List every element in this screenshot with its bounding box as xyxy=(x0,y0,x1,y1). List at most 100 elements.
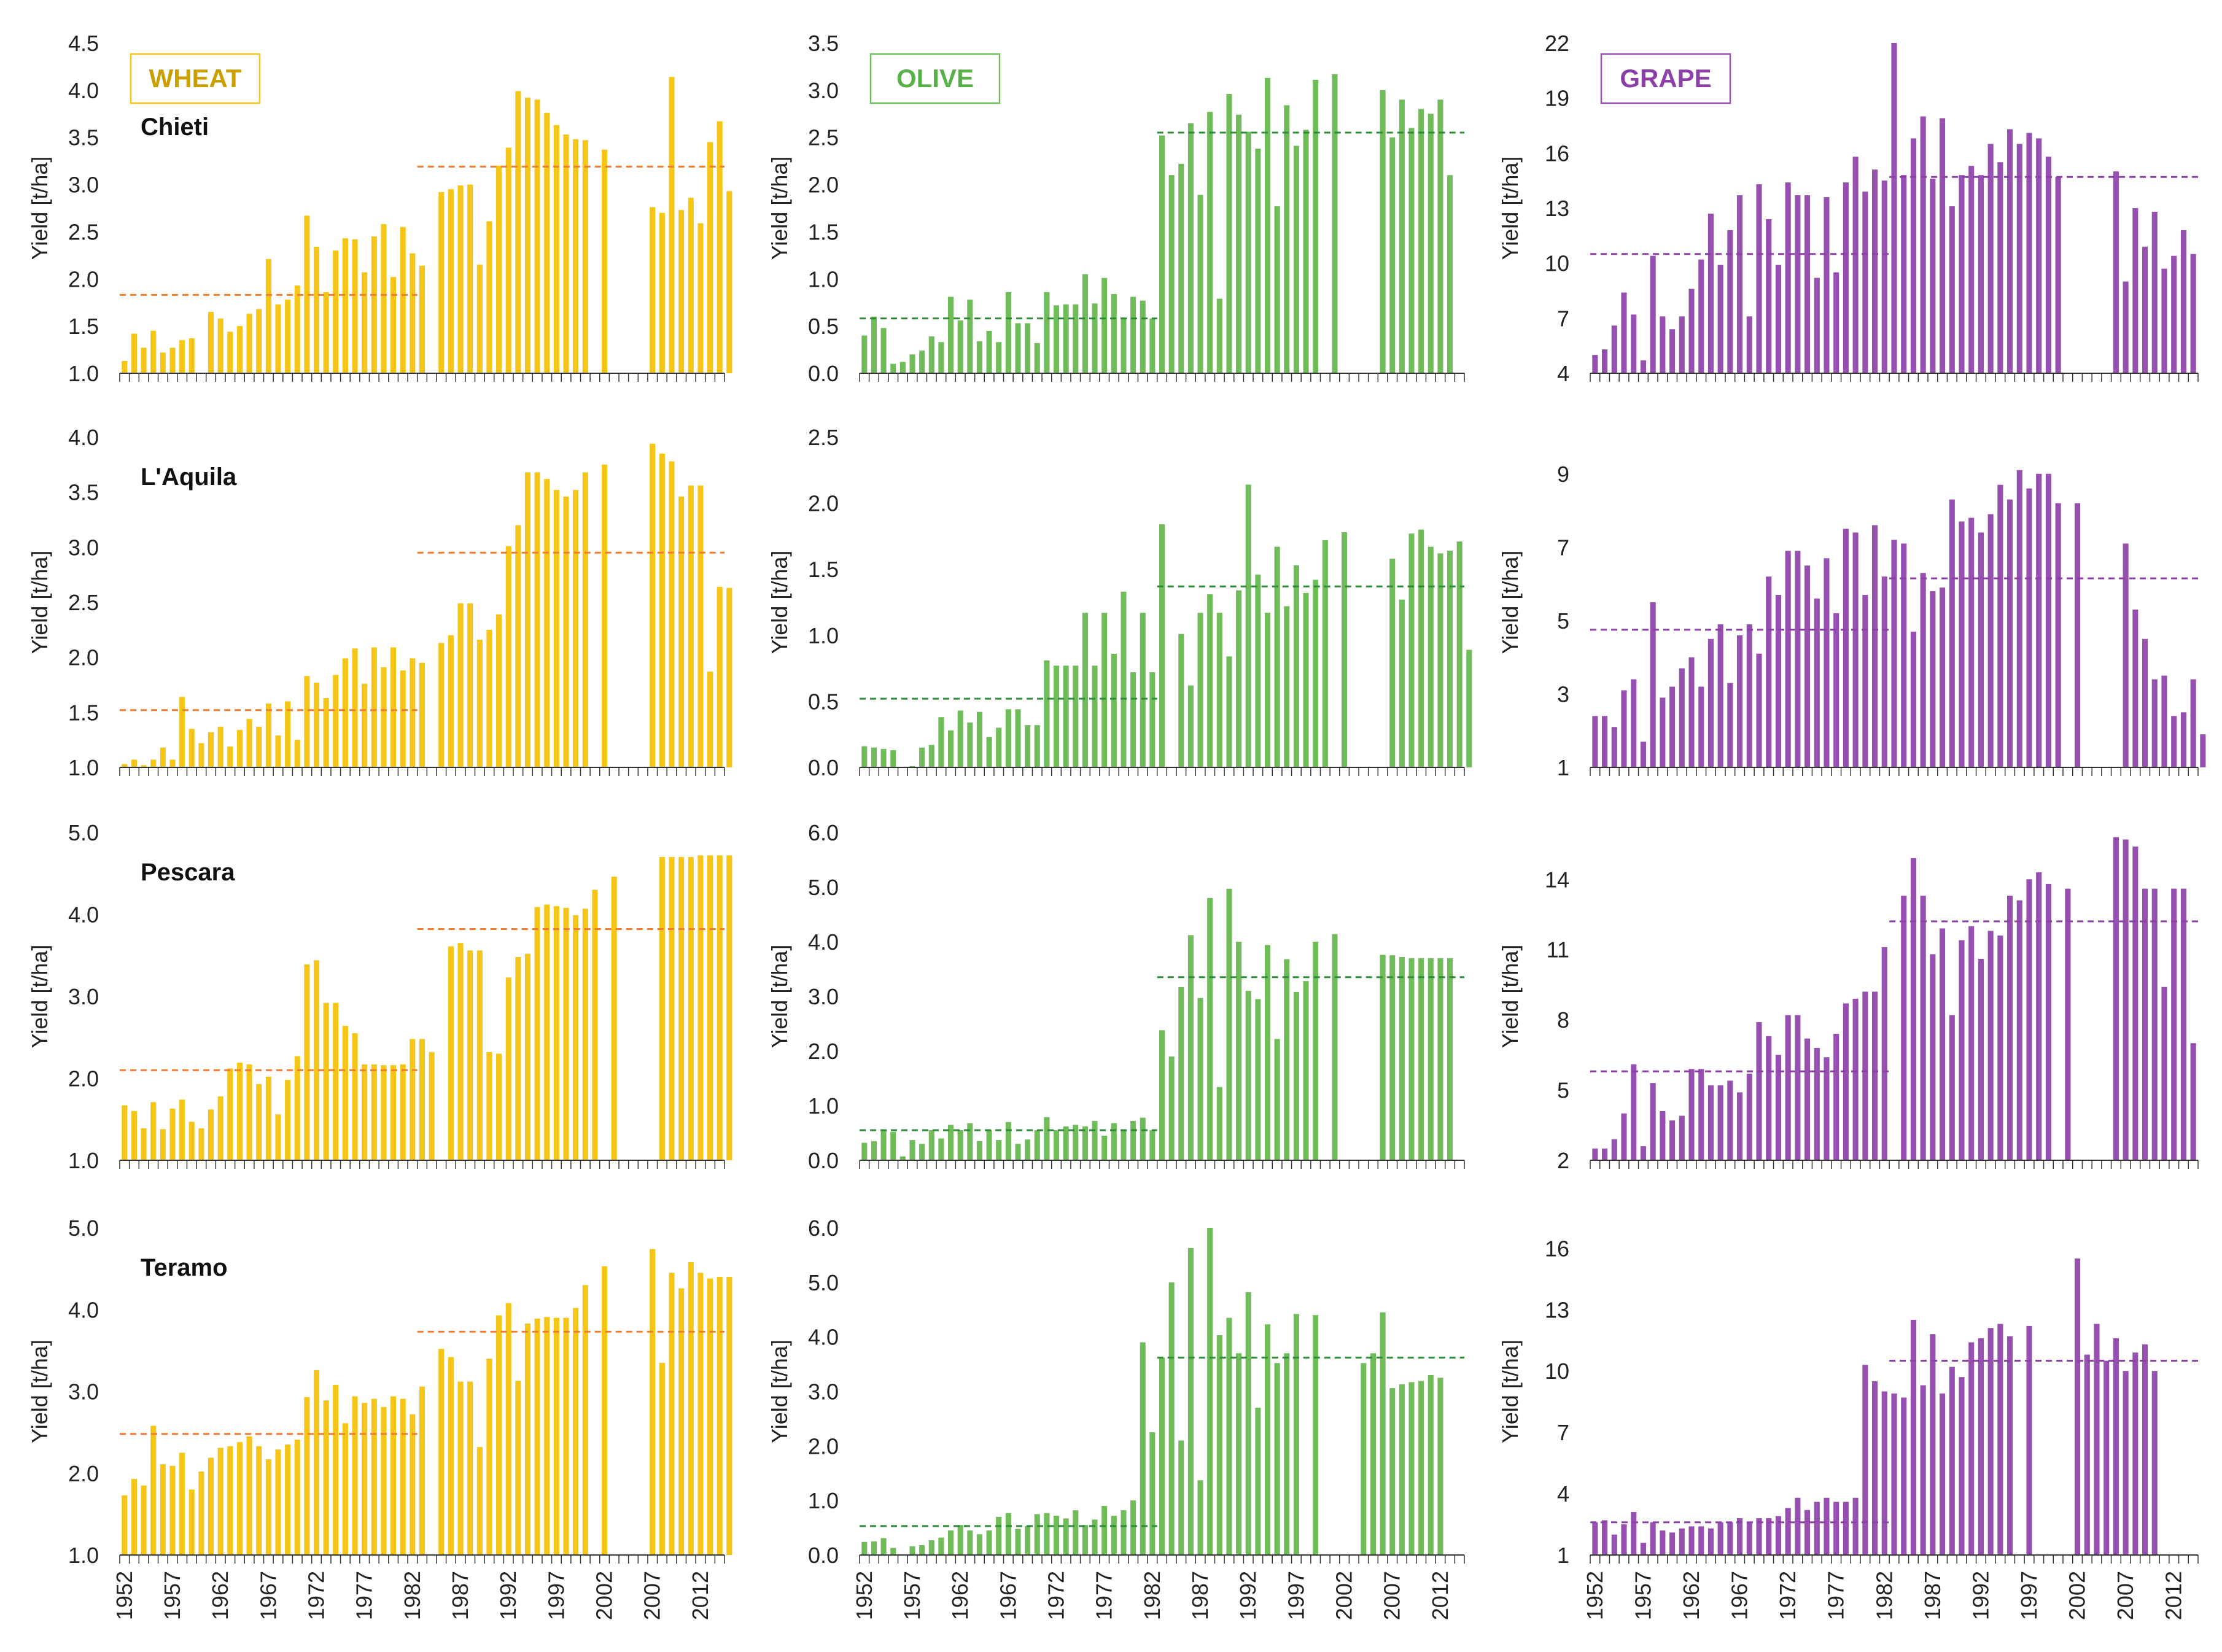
bar-wheat-pescara-2010 xyxy=(678,857,685,1160)
bar-grape-l-aquila-1989 xyxy=(1949,499,1955,767)
bar-wheat-l-aquila-1980 xyxy=(390,647,397,767)
bar-olive-pescara-2010 xyxy=(1418,958,1424,1160)
bar-wheat-l-aquila-1965 xyxy=(246,719,252,767)
panel-olive-l-aquila: 0.0 0.5 1.0 1.5 2.0 2.5 Yield [t/ha] xyxy=(767,425,1472,780)
y-tick-label: 2.5 xyxy=(808,125,839,150)
y-axis-label: Yield [t/ha] xyxy=(767,945,792,1049)
bar-grape-l-aquila-1955 xyxy=(1621,690,1627,767)
bar-olive-chieti-2001 xyxy=(1332,74,1338,373)
bar-olive-pescara-1997 xyxy=(1293,991,1299,1160)
bar-olive-chieti-1961 xyxy=(948,297,954,373)
bar-olive-chieti-1968 xyxy=(1015,323,1021,373)
bar-grape-teramo-1962 xyxy=(1688,1526,1695,1555)
bar-olive-teramo-1984 xyxy=(1168,1282,1175,1555)
x-tick-label: 1967 xyxy=(255,1571,281,1620)
bar-olive-teramo-1993 xyxy=(1255,1408,1261,1555)
bar-wheat-pescara-1997 xyxy=(553,906,559,1160)
bar-grape-chieti-2011 xyxy=(2161,268,2167,373)
bar-wheat-teramo-1974 xyxy=(333,1384,339,1555)
bar-grape-l-aquila-1957 xyxy=(1640,742,1646,767)
bar-grape-pescara-1959 xyxy=(1660,1111,1666,1160)
bar-wheat-pescara-1998 xyxy=(563,907,569,1160)
bar-grape-teramo-2008 xyxy=(2132,1352,2138,1555)
bar-grape-l-aquila-1971 xyxy=(1775,595,1781,767)
bar-olive-l-aquila-1978 xyxy=(1111,653,1117,767)
bar-olive-chieti-1990 xyxy=(1226,94,1232,373)
bar-wheat-l-aquila-2002 xyxy=(602,464,608,767)
bar-wheat-chieti-1996 xyxy=(544,112,550,373)
bar-olive-pescara-1981 xyxy=(1140,1117,1146,1160)
bar-grape-chieti-1989 xyxy=(1949,206,1955,373)
bar-wheat-chieti-1963 xyxy=(227,332,233,373)
bar-olive-pescara-1988 xyxy=(1207,898,1213,1160)
bar-olive-teramo-2007 xyxy=(1389,1388,1396,1555)
bar-wheat-l-aquila-1999 xyxy=(573,490,579,767)
bar-olive-pescara-2009 xyxy=(1408,958,1415,1160)
bar-olive-l-aquila-1986 xyxy=(1187,685,1194,767)
bar-wheat-pescara-1983 xyxy=(419,1039,425,1160)
bar-olive-pescara-1955 xyxy=(890,1131,896,1160)
bar-olive-pescara-1970 xyxy=(1034,1130,1040,1160)
bar-grape-chieti-1955 xyxy=(1621,292,1627,373)
bar-grape-pescara-2013 xyxy=(2180,888,2186,1160)
x-tick-label: 1972 xyxy=(1044,1571,1069,1620)
bar-grape-pescara-1957 xyxy=(1640,1146,1646,1160)
y-tick-label: 4 xyxy=(1557,1481,1569,1507)
bar-grape-chieti-1982 xyxy=(1881,180,1887,373)
bar-wheat-chieti-2007 xyxy=(650,207,656,373)
bar-wheat-l-aquila-1975 xyxy=(342,658,348,767)
bar-wheat-teramo-1995 xyxy=(534,1318,540,1555)
bar-wheat-teramo-2015 xyxy=(726,1276,732,1555)
bar-olive-l-aquila-1977 xyxy=(1101,613,1108,767)
bar-wheat-pescara-2015 xyxy=(726,855,732,1160)
bar-olive-teramo-1983 xyxy=(1159,1357,1165,1555)
bar-olive-teramo-1966 xyxy=(996,1516,1002,1555)
bar-grape-teramo-1971 xyxy=(1775,1516,1781,1555)
bar-olive-chieti-1999 xyxy=(1313,79,1319,373)
bar-grape-pescara-1976 xyxy=(1824,1057,1830,1160)
bar-olive-chieti-1955 xyxy=(890,363,896,373)
y-tick-label: 4.0 xyxy=(68,425,99,450)
panel-wheat-pescara: 1.0 2.0 3.0 4.0 5.0 Yield [t/ha] Pescara xyxy=(27,820,732,1173)
bar-olive-teramo-2010 xyxy=(1418,1381,1424,1555)
bar-grape-pescara-1992 xyxy=(1978,958,1984,1160)
bar-olive-l-aquila-1982 xyxy=(1149,672,1156,767)
bar-olive-teramo-1981 xyxy=(1140,1342,1146,1555)
bar-grape-l-aquila-1990 xyxy=(1959,521,1965,767)
bar-wheat-pescara-1960 xyxy=(198,1128,204,1160)
bar-olive-teramo-1975 xyxy=(1082,1525,1088,1555)
bar-wheat-pescara-1959 xyxy=(188,1122,195,1160)
bar-grape-chieti-1962 xyxy=(1688,289,1695,373)
bar-olive-chieti-2011 xyxy=(1428,114,1434,374)
panel-grape-pescara: 2 5 8 11 14 Yield [t/ha] xyxy=(1498,837,2199,1173)
y-tick-label: 10 xyxy=(1545,251,1569,276)
bar-wheat-pescara-1957 xyxy=(169,1108,176,1160)
bar-grape-pescara-2007 xyxy=(2123,839,2129,1160)
bar-wheat-l-aquila-2000 xyxy=(582,472,588,767)
bar-olive-l-aquila-2000 xyxy=(1322,540,1328,767)
bar-wheat-l-aquila-1988 xyxy=(467,603,473,767)
bar-wheat-l-aquila-1960 xyxy=(198,743,204,767)
bar-wheat-chieti-1973 xyxy=(323,292,329,373)
bar-wheat-pescara-2001 xyxy=(592,890,598,1160)
bar-grape-teramo-1963 xyxy=(1698,1526,1704,1555)
bar-olive-pescara-1978 xyxy=(1111,1123,1117,1160)
y-tick-label: 2.5 xyxy=(808,425,839,450)
bar-wheat-l-aquila-2010 xyxy=(678,496,685,767)
y-tick-label: 2.0 xyxy=(68,266,99,292)
bar-grape-chieti-1971 xyxy=(1775,265,1781,373)
x-tick-label: 1967 xyxy=(995,1571,1020,1620)
bar-olive-l-aquila-1975 xyxy=(1082,613,1088,767)
bar-grape-pescara-1994 xyxy=(1997,935,2003,1160)
x-tick-label: 2002 xyxy=(592,1571,617,1620)
bar-olive-teramo-1961 xyxy=(948,1530,954,1555)
y-tick-label: 3.0 xyxy=(808,78,839,103)
panel-grid: 1.0 1.5 2.0 2.5 3.0 3.5 4.0 4.5 Yield [t/ha] WHEA… xyxy=(27,31,2206,1620)
bar-olive-pescara-1964 xyxy=(976,1141,982,1160)
bar-olive-teramo-1969 xyxy=(1025,1526,1031,1555)
y-axis-label: Yield [t/ha] xyxy=(767,1340,792,1443)
y-tick-label: 3 xyxy=(1557,681,1569,707)
bar-grape-chieti-1964 xyxy=(1707,213,1714,373)
bar-olive-l-aquila-2013 xyxy=(1447,551,1453,767)
